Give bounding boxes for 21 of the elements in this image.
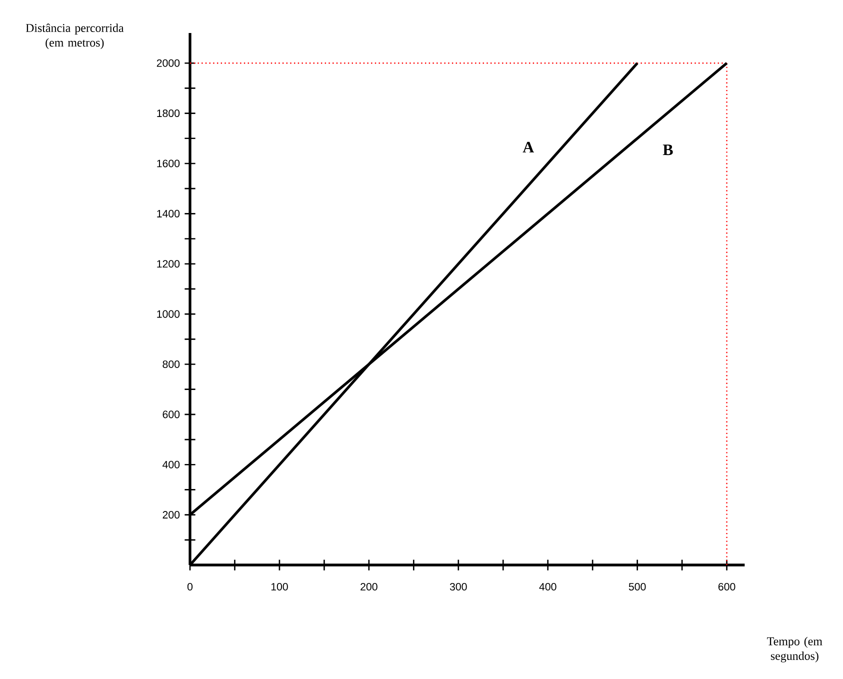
y-tick-label: 600 <box>162 410 180 418</box>
x-tick-label: 600 <box>718 582 736 590</box>
x-tick-label: 400 <box>539 582 556 590</box>
series-label: B <box>662 144 673 156</box>
y-tick-label: 1000 <box>157 310 180 318</box>
y-tick-label: 1200 <box>157 260 180 268</box>
y-tick-label: 1600 <box>157 160 180 168</box>
x-tick-label: 300 <box>450 582 467 590</box>
x-tick-label: 0 <box>187 582 193 590</box>
x-axis-title: Tempo (em segundos) <box>767 636 822 662</box>
x-tick-label: 200 <box>360 582 378 590</box>
y-tick-label: 200 <box>162 511 180 519</box>
series-label: A <box>522 142 534 152</box>
x-tick-label: 100 <box>271 582 288 590</box>
y-tick-label: 400 <box>162 460 180 468</box>
y-tick-label: 800 <box>162 360 180 368</box>
x-tick-label: 500 <box>628 582 646 590</box>
y-tick-label: 1400 <box>157 210 180 218</box>
y-tick-label: 1800 <box>157 110 180 118</box>
y-axis-title: Distância percorrida (em metros) <box>26 24 124 50</box>
y-tick-label: 2000 <box>156 59 180 67</box>
